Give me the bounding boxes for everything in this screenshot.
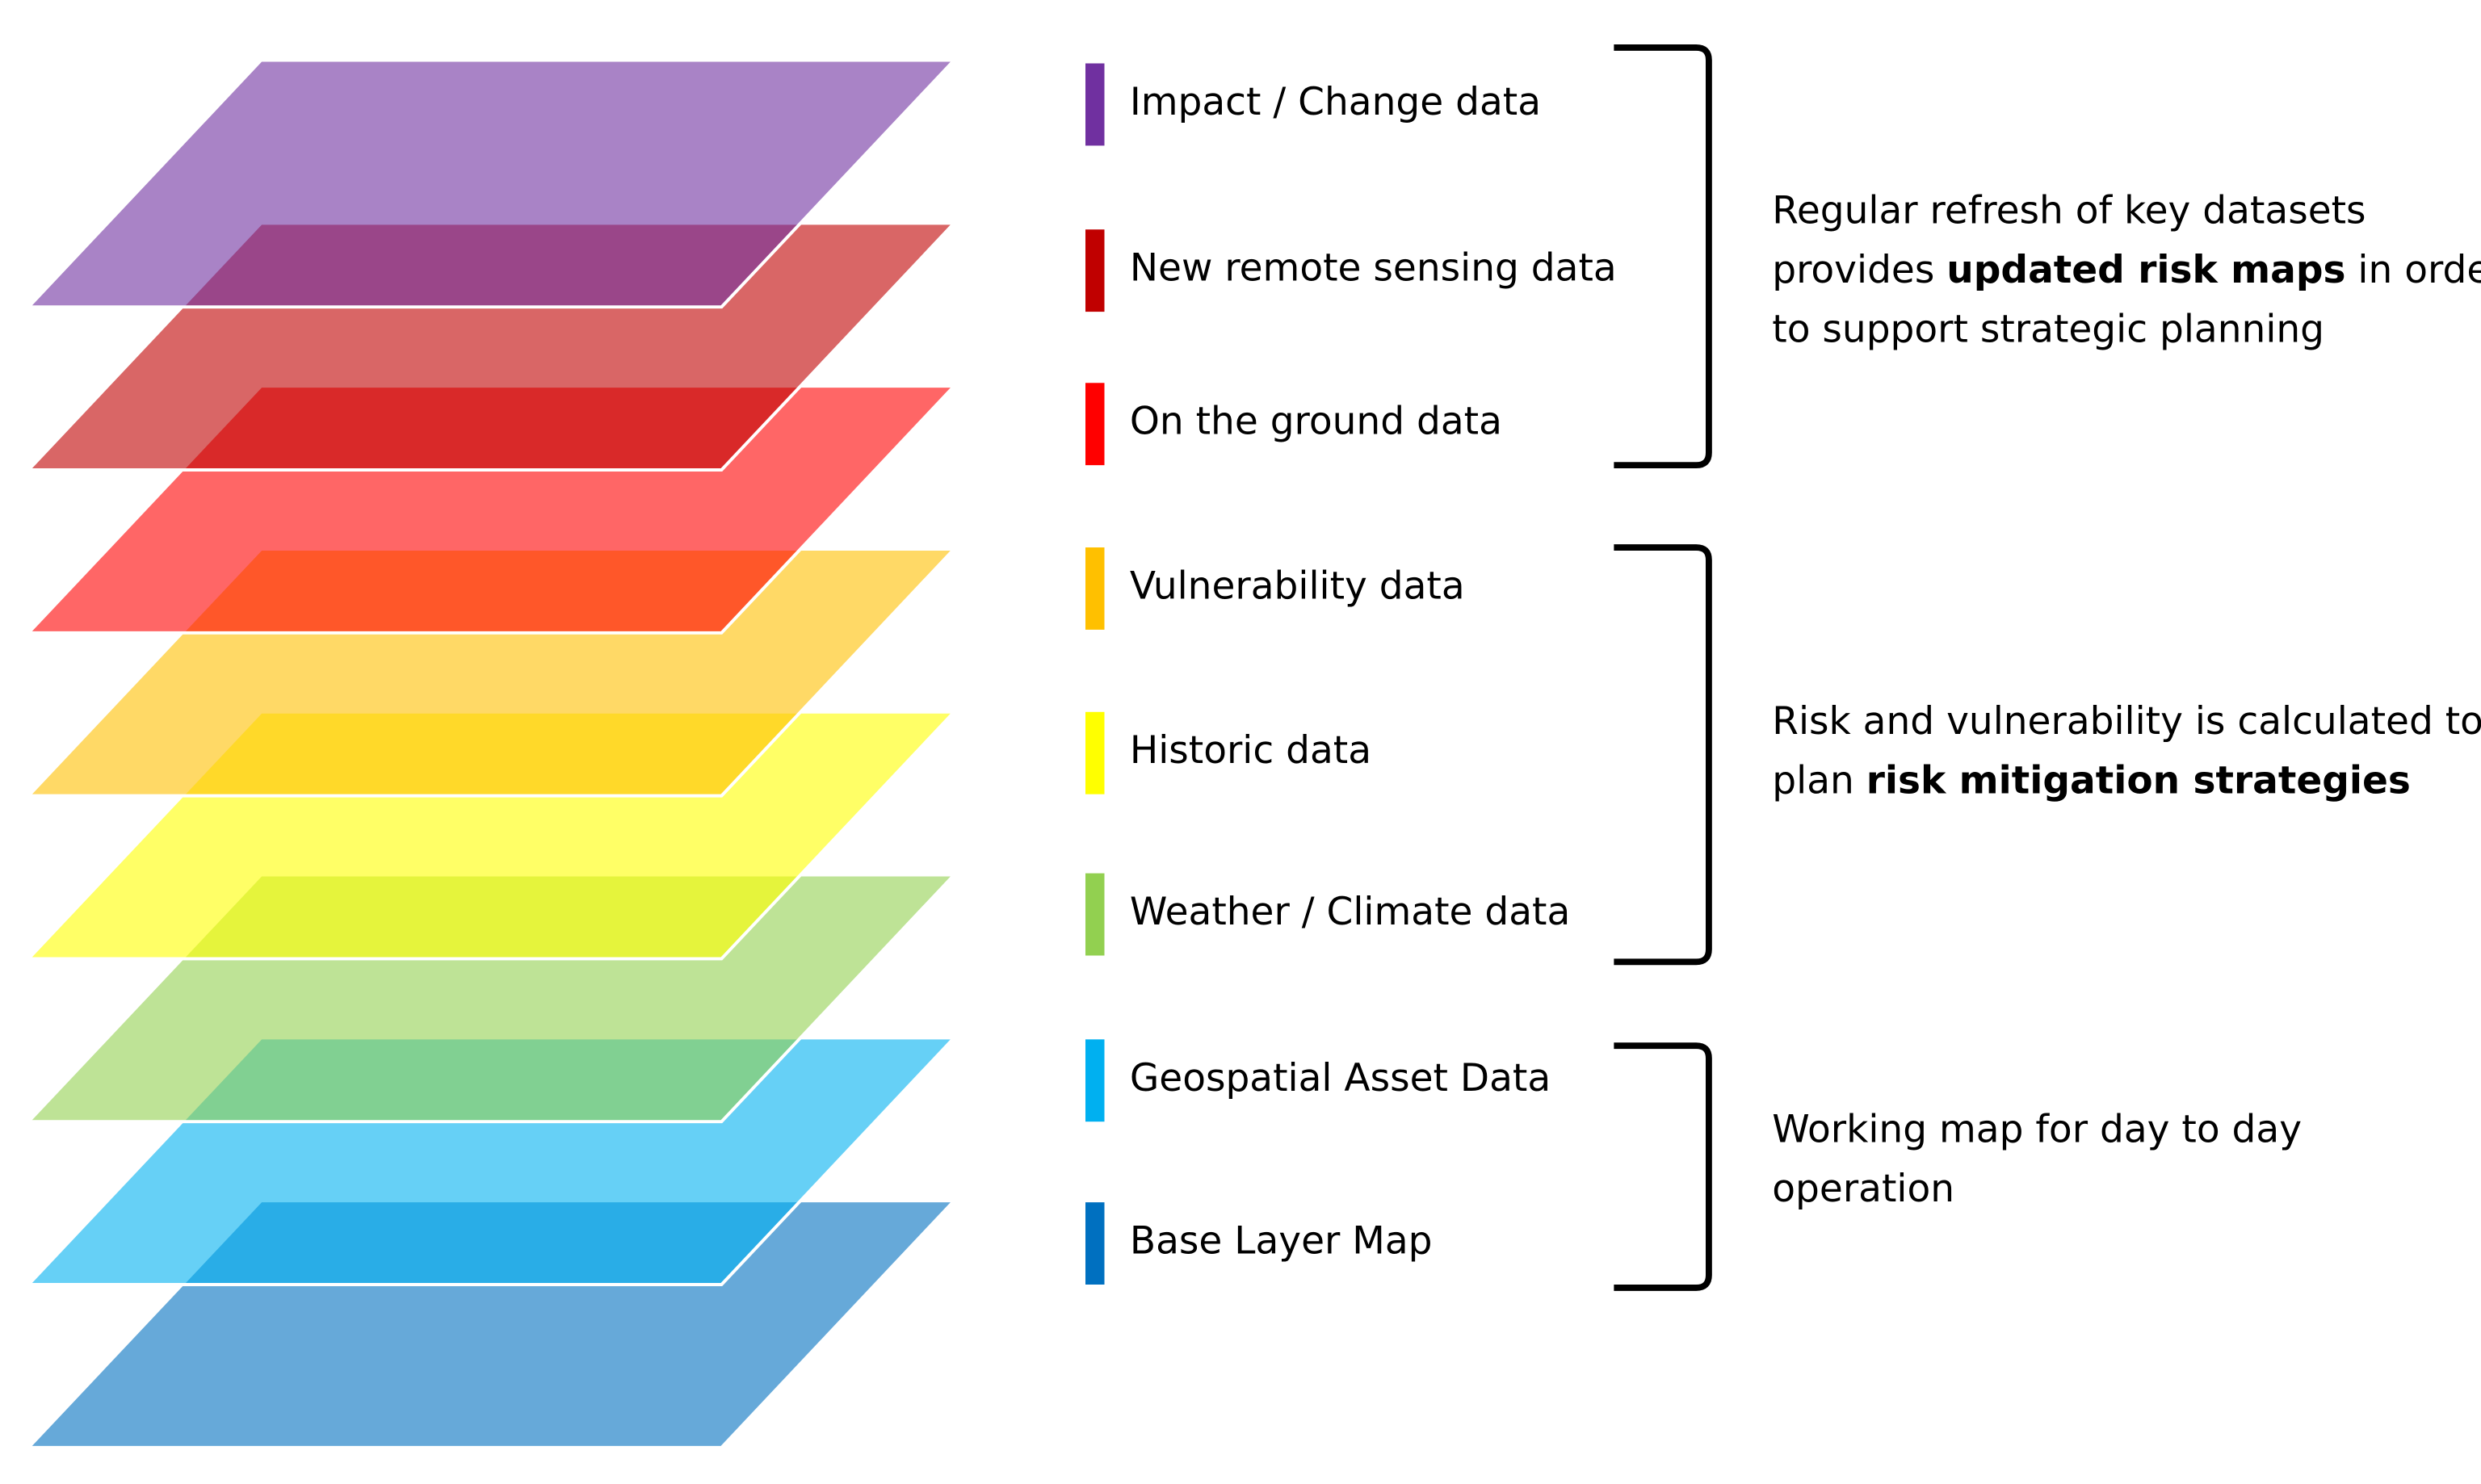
text-run: to support strategic planning [1772, 307, 2324, 351]
legend-label: Vulnerability data [1130, 564, 1465, 608]
legend-swatch [1085, 63, 1105, 146]
legend-label: New remote sensing data [1130, 246, 1617, 291]
bracket [1614, 544, 1712, 966]
legend-label: Weather / Climate data [1130, 890, 1570, 934]
groups: Regular refresh of key datasets provides … [1614, 44, 2481, 1291]
legend-swatch [1085, 873, 1105, 956]
text-run: Working map for day to day [1772, 1107, 2302, 1151]
text-run: updated risk maps [1946, 248, 2345, 292]
layer-plane [24, 58, 958, 309]
text-run: Regular refresh of key datasets [1772, 188, 2366, 233]
legend-label: On the ground data [1130, 400, 1502, 444]
legend: Impact / Change data New remote sensing d… [1085, 63, 1617, 1285]
group-text: to support strategic planning [1772, 307, 2324, 351]
group-text: operation [1772, 1166, 1954, 1210]
legend-label: Historic data [1130, 728, 1371, 773]
legend-label: Impact / Change data [1130, 80, 1541, 124]
text-run: risk mitigation strategies [1866, 758, 2411, 803]
legend-swatch [1085, 711, 1105, 794]
legend-swatch [1085, 229, 1105, 312]
legend-swatch [1085, 547, 1105, 630]
group-text: Working map for day to day [1772, 1107, 2302, 1151]
legend-label: Geospatial Asset Data [1130, 1056, 1551, 1100]
bracket [1614, 44, 1712, 469]
text-run: provides [1772, 248, 1946, 292]
layer-stack [24, 58, 958, 1449]
text-run: operation [1772, 1166, 1954, 1210]
legend-swatch [1085, 383, 1105, 466]
text-run: plan [1772, 758, 1866, 803]
legend-swatch [1085, 1039, 1105, 1122]
legend-swatch [1085, 1202, 1105, 1285]
text-run: in order [2345, 248, 2481, 292]
group-text: provides updated risk maps in order [1772, 248, 2481, 292]
group-text: Regular refresh of key datasets [1772, 188, 2366, 233]
bracket [1614, 1042, 1712, 1291]
legend-label: Base Layer Map [1130, 1219, 1433, 1264]
group-text: plan risk mitigation strategies [1772, 758, 2411, 803]
group-text: Risk and vulnerability is calculated to [1772, 698, 2481, 743]
text-run: Risk and vulnerability is calculated to [1772, 698, 2481, 743]
